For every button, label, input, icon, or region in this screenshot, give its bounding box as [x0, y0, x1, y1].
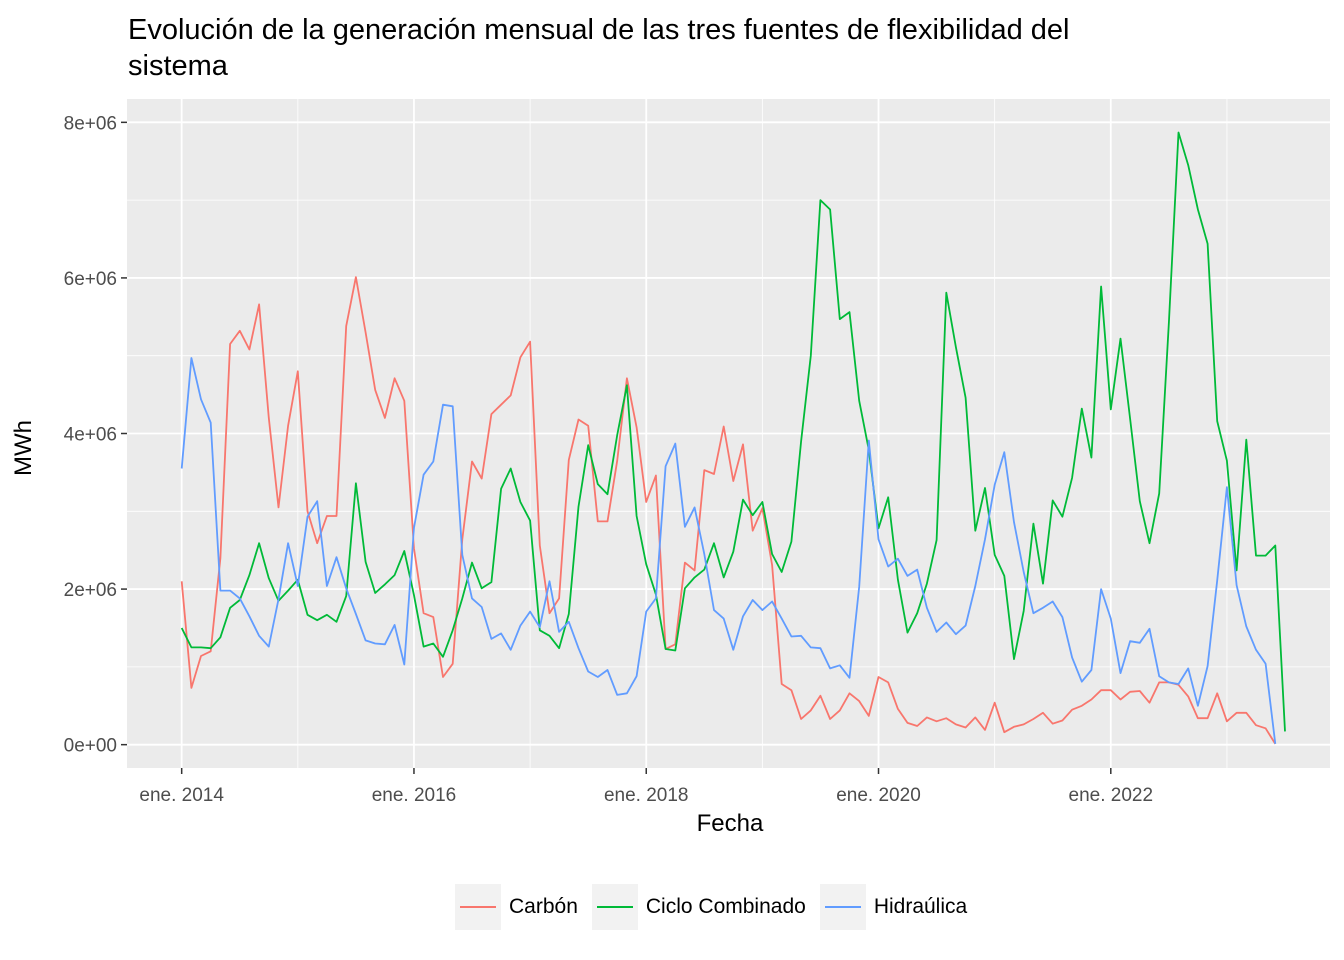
y-tick-label: 2e+06 [64, 580, 117, 601]
y-tick-label: 6e+06 [64, 269, 117, 290]
x-tick-label: ene. 2016 [372, 785, 457, 806]
legend: Carbón Ciclo Combinado Hidraúlica [455, 884, 981, 930]
legend-key [819, 884, 866, 930]
x-tick-label: ene. 2014 [139, 785, 224, 806]
y-tick-label: 0e+00 [64, 736, 117, 757]
legend-label: Ciclo Combinado [645, 895, 806, 918]
x-tick-label: ene. 2018 [604, 785, 689, 806]
legend-key [455, 884, 501, 930]
legend-label: Carbón [509, 895, 578, 918]
x-tick-label: ene. 2022 [1069, 785, 1154, 806]
series-line-2 [180, 357, 1277, 745]
legend-item-carbon: Carbón [455, 884, 578, 930]
legend-swatch [824, 906, 861, 908]
y-tick-label: 8e+06 [64, 113, 117, 134]
x-axis-title: Fecha [696, 810, 764, 837]
legend-swatch [596, 906, 633, 908]
legend-key [591, 884, 638, 930]
y-axis-title: MWh [10, 420, 37, 476]
legend-label: Hidraúlica [873, 895, 968, 918]
series-line-0 [180, 276, 1277, 745]
x-tick-label: ene. 2020 [836, 785, 921, 806]
y-tick-label: 4e+06 [64, 425, 117, 446]
legend-swatch [460, 906, 496, 908]
legend-item-ciclo-combinado: Ciclo Combinado [591, 884, 806, 930]
chart-title: Evolución de la generación mensual de la… [128, 14, 1070, 82]
series-line-1 [180, 131, 1286, 732]
legend-item-hidraulica: Hidraúlica [819, 884, 968, 930]
